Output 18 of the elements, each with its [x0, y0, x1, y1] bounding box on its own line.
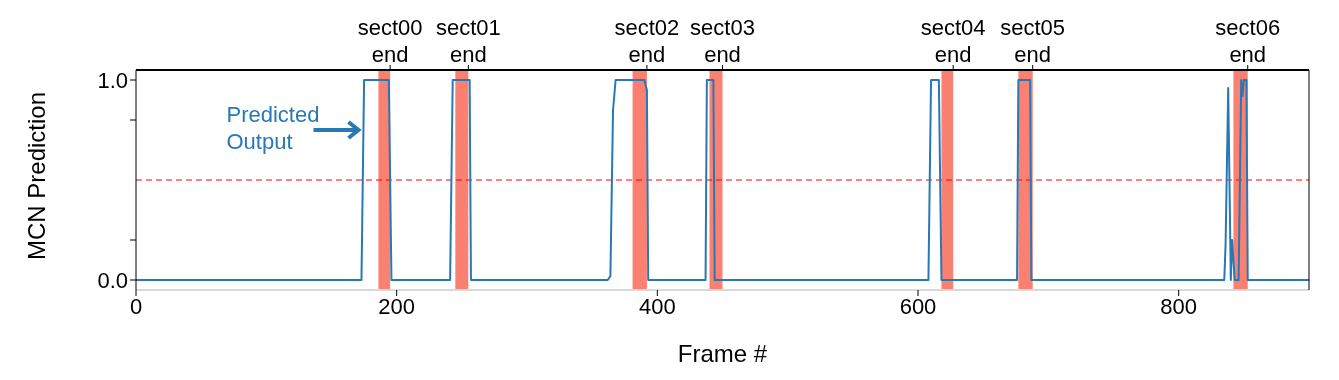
x-axis-title: Frame # [677, 340, 768, 367]
y-tick-label: 0.0 [97, 267, 128, 293]
y-axis-title: MCN Prediction [22, 91, 50, 260]
x-tick-label: 0 [129, 293, 143, 319]
line-series [136, 79, 1309, 281]
text: sect05 end [1000, 15, 1066, 67]
text: sect06 end [1215, 15, 1281, 67]
text: sect04 end [920, 15, 986, 67]
x-tick-label: 600 [899, 293, 937, 319]
annotation: Predicted Output [226, 102, 320, 154]
text: sect00 end [357, 15, 423, 67]
x-tick-label: 800 [1160, 293, 1198, 319]
text: sect03 end [690, 15, 755, 67]
x-tick-label: 400 [638, 293, 676, 319]
y-tick-label: 1.0 [97, 67, 128, 93]
text: sect02 end [614, 15, 680, 67]
x-tick-label: 200 [378, 293, 416, 319]
text: sect01 end [435, 15, 501, 67]
